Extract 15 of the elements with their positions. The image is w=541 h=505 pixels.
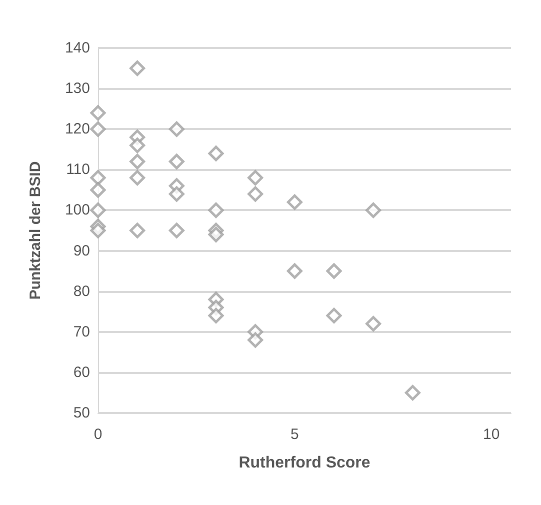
y-tick-label: 50: [73, 404, 90, 422]
y-tick-label: 100: [64, 202, 90, 219]
y-tick-label: 120: [64, 120, 90, 138]
y-tick-label: 110: [66, 161, 90, 178]
x-tick-label: 10: [482, 426, 500, 443]
x-axis-title: Rutherford Score: [238, 454, 370, 472]
y-axis-title: Punktzahl der BSID: [27, 161, 44, 300]
x-tick-label: 0: [94, 426, 102, 443]
y-tick-label: 140: [64, 40, 90, 56]
y-tick-label: 60: [73, 364, 90, 381]
y-tick-label: 80: [73, 282, 90, 300]
y-tick-label: 70: [73, 323, 90, 340]
y-tick-label: 130: [64, 80, 90, 98]
y-tick-label: 90: [73, 242, 90, 260]
x-tick-label: 5: [290, 426, 299, 443]
